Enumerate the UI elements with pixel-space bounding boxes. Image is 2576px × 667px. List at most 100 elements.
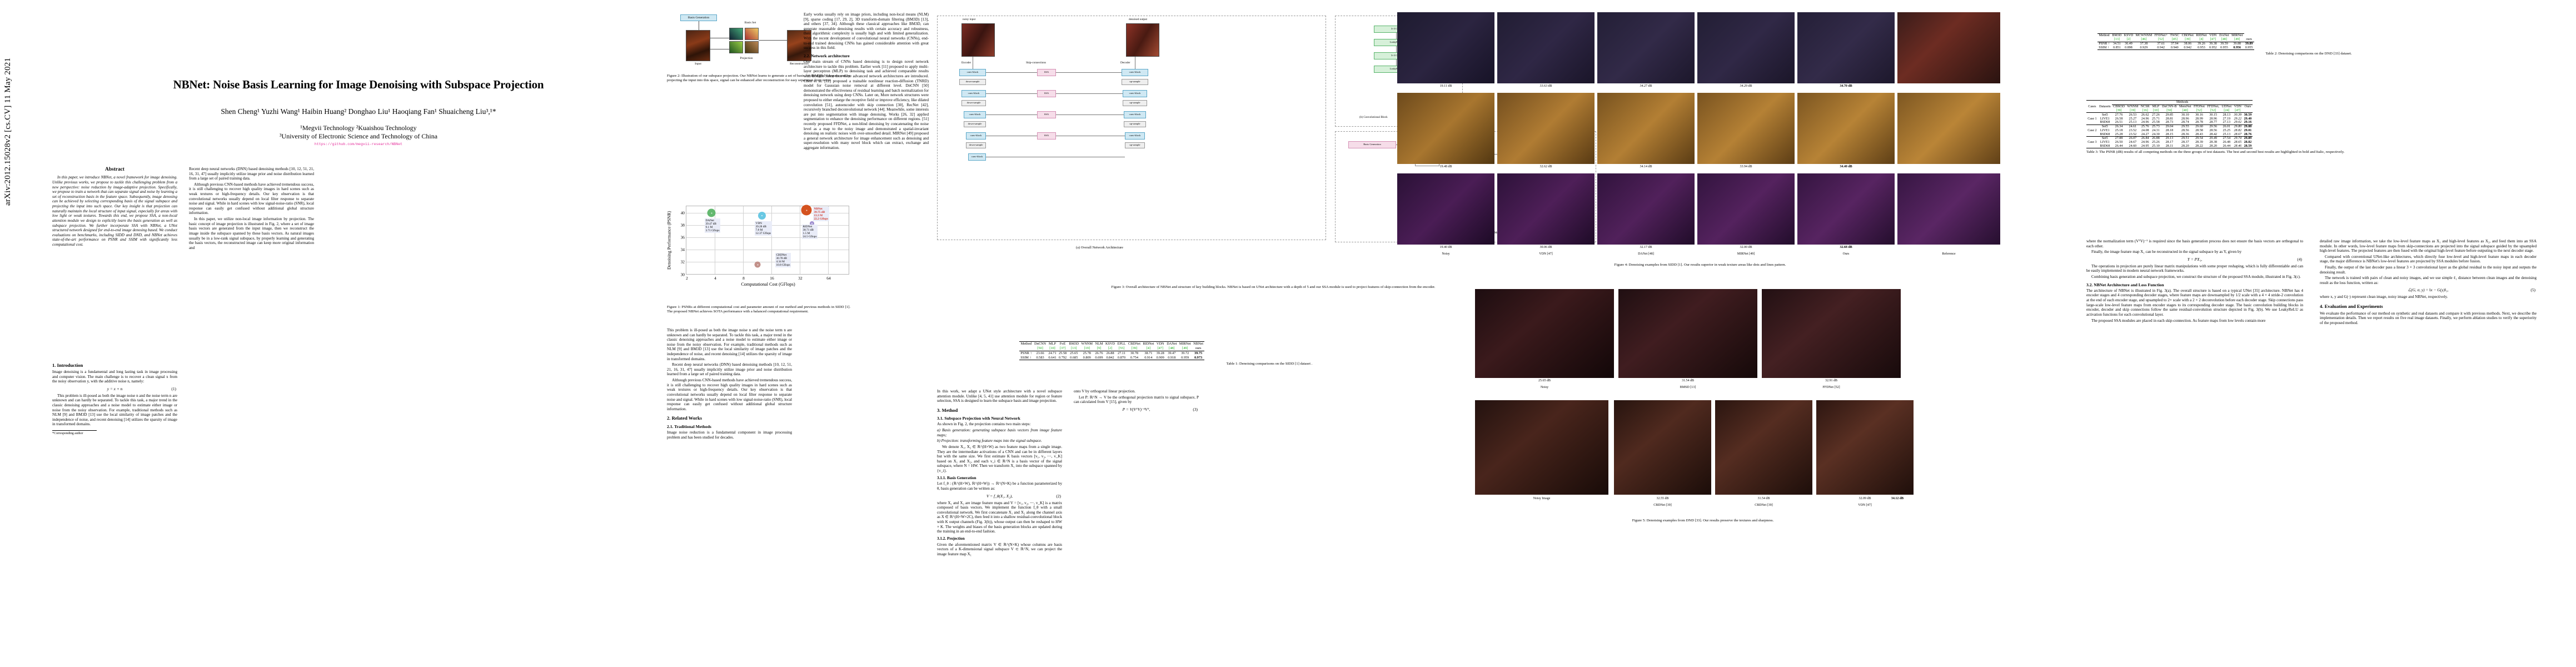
t2-r-0 [2097,38,2111,42]
t3-row8-v6: 28.22 [2192,144,2206,149]
column-8: detailed raw image information, we take … [2320,239,2537,326]
fig4-r0-c0-psnr: 19.11 dB [1439,84,1452,88]
ytick-38: 38 [680,222,685,228]
t1-r-9[interactable]: [39] [1131,346,1138,351]
t2-h-0: Method [2097,33,2111,38]
t2-r-3[interactable]: [46] [2141,38,2147,42]
ssa-block-3: SSA [1037,111,1056,118]
t1-r-12[interactable]: [48] [1169,346,1175,351]
label-nbnet: NBNet 39.75 dB 13.3 M 22.2 Gflops [813,207,829,221]
t3-r-6[interactable]: [52] [2196,108,2203,112]
t3-row6-case [2086,136,2098,141]
t1-r-7[interactable]: [2] [1108,346,1113,351]
t3-r-9[interactable]: [47] [2235,108,2241,112]
t1-r-5[interactable]: [19] [1084,346,1090,351]
t2-r-8[interactable]: [47] [2210,38,2216,42]
t3-r-8[interactable]: [24] [2224,108,2230,112]
col5-p3: We denote X₁, X₂ ∈ ℝ^(H×W) as two featur… [937,444,1062,473]
col2-p1: Recent deep neural networks (DNN) based … [189,167,314,181]
page-title: NBNet: Noise Basis Learning for Image De… [173,78,544,91]
t1-r-6[interactable]: [9] [1097,346,1102,351]
up-sample-2: up-sample [1123,100,1147,106]
t1-r-8[interactable]: [55] [1118,346,1125,351]
t2-row0-v10: 39.89 [2244,41,2254,46]
t1-r-3[interactable]: [37] [1059,346,1066,351]
basis-set-caption: Basis Set [744,21,756,24]
down-sample-2: down-sample [961,100,986,106]
t2-r-1[interactable]: [13] [2114,38,2120,42]
up-sample-4: up-sample [1125,142,1145,148]
t2-r-10[interactable]: [49] [2234,38,2240,42]
fig4-r1-c1-psnr: 32.62 dB [1539,165,1552,168]
down-sample-3: down-sample [964,121,986,127]
input-image [686,30,710,61]
t1-row0-v5: 26.76 [1094,350,1104,356]
t2-r-9[interactable]: [48] [2221,38,2227,42]
t2-r-6[interactable]: [39] [2185,38,2191,42]
t2-r-2[interactable]: [2] [2126,38,2131,42]
projection-heading: 3.1.2. Projection [937,536,965,541]
col8-p2: Compared with conventional UNet-like arc… [2320,254,2537,264]
t3-r-2[interactable]: [16] [2142,108,2148,112]
projection-caption: Projection [740,57,753,60]
fig5-bot-c1-image [1614,400,1711,495]
col5-p1: In this work, we adapt a UNet style arch… [937,389,1062,404]
t3-r-5[interactable]: [40] [2182,108,2188,112]
t2-r-5[interactable]: [45] [2171,38,2178,42]
t3-row4-v2: 24.08 [2141,128,2149,132]
figure-1: Denoising Performance (PSNR) [667,205,850,298]
t1-row1-v9: 0.914 [1142,355,1155,361]
fig4-r1-c1-image [1497,93,1595,164]
ytick-34: 34 [680,247,685,252]
fig4-r2-c0-psnr: 19.40 dB [1439,246,1452,249]
t2-r-7[interactable]: [4] [2199,38,2204,42]
t1-row0-v0: 23.66 [1033,350,1048,356]
t2-row0-v1: 36.49 [2122,41,2135,46]
repo-link[interactable]: https://github.com/megvii-research/NBNet [314,142,403,146]
t2-row1-v0: 0.851 [2111,46,2123,51]
t1-r-4[interactable]: [13] [1071,346,1077,351]
figure-4: 19.11 dB 33.63 dB 34.27 dB 34.29 dB 34.7… [1397,12,2003,256]
t2-row0-v6: 39.26 [2195,41,2208,46]
t3-row8-v9: 28.46 [2233,144,2243,149]
t1-r-14: ours [1195,346,1202,351]
fig5-bot-c3-image [1816,400,1914,495]
t1-r-2[interactable]: [10] [1049,346,1055,351]
t3-r-3[interactable]: [10] [2153,108,2159,112]
t1-r-11[interactable]: [47] [1157,346,1163,351]
t2-h-9: DANet [2218,33,2230,38]
table-3-container: Methods Cases Datasets CBM3D WNNM NCSR M… [2086,100,2531,157]
t3-row8-v0: 26.44 [2111,144,2126,149]
t2-r-4[interactable]: [52] [2158,38,2164,42]
t3-r-1[interactable]: [19] [2130,108,2136,112]
t3-row1-v3: 25.71 [2152,117,2160,121]
t3-row2-v8: 27.13 [2223,121,2231,125]
fig4-r2-c2-image [1597,173,1695,245]
reconstruction-caption: Reconstruction [790,62,809,66]
t3-r-4[interactable]: [50] [2166,108,2173,112]
t3-r-0[interactable]: [39] [2116,108,2122,112]
fig5-psnr-0: 25.65 dB [1538,379,1551,382]
t1-h-12: DANet [1165,341,1178,346]
t2-row0-v8: 39.59 [2218,41,2230,46]
t1-r-10[interactable]: [4] [1146,346,1150,351]
fig4-r1-c3-psnr: 33.94 dB [1740,165,1752,168]
table-row: BSD68 25.28 23.52 24.27 24.30 28.15 28.3… [2086,132,2253,136]
t1-r-1[interactable]: [50] [1037,346,1043,351]
fig5-bot-c2-image [1715,400,1812,495]
t3-h-m3: MLP [2152,105,2160,109]
col5-p6: Given the aforementioned matrix V ∈ ℝ^(N… [937,542,1062,556]
ssa-block-2: SSA [1037,90,1056,97]
t3-h-m0: CBM3D [2113,105,2125,109]
t1-r-13[interactable]: [49] [1182,346,1188,351]
noisy-input-label: noisy input [963,18,976,21]
t3-row8-v8: 26.44 [2220,144,2233,149]
t3-r-7[interactable]: [52] [2210,108,2216,112]
t3-row2-v1: 25.13 [2129,121,2137,125]
t2-row1-v8: 0.955 [2218,46,2230,51]
figure-5-caption: Figure 5: Denoising examples from DND [3… [1632,519,1774,522]
t1-h-9: CBDNet [1127,341,1142,346]
t3-h-m6: FFDNet [2193,105,2205,109]
t3-row4-dataset: LIVE1 [2100,128,2110,132]
fig5-top-mid-image [1618,289,1757,378]
